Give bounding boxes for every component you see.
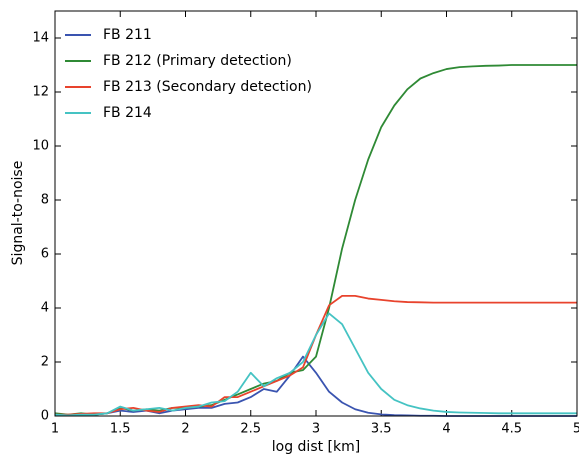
x-tick-label: 4.5 (501, 422, 522, 437)
plot-frame (54, 10, 578, 417)
x-tick-label: 1 (51, 422, 59, 437)
y-axis-label: Signal-to-noise (10, 161, 26, 266)
x-tick-label: 3 (312, 422, 320, 437)
x-tick-label: 2 (181, 422, 189, 437)
x-tick-label: 1.5 (110, 422, 131, 437)
y-tick-label: 12 (32, 85, 49, 100)
y-tick-label: 0 (41, 409, 49, 424)
x-tick-label: 2.5 (240, 422, 261, 437)
legend-label: FB 211 (103, 27, 152, 43)
legend-label: FB 214 (103, 105, 152, 121)
x-axis-label: log dist [km] (272, 439, 360, 455)
legend-label: FB 212 (Primary detection) (103, 53, 292, 69)
y-tick-label: 10 (32, 139, 49, 154)
x-tick-label: 4 (442, 422, 450, 437)
x-tick-label: 3.5 (371, 422, 392, 437)
y-tick-label: 6 (41, 247, 49, 262)
y-tick-label: 8 (41, 193, 49, 208)
legend-label: FB 213 (Secondary detection) (103, 79, 312, 95)
y-tick-label: 2 (41, 355, 49, 370)
y-tick-label: 4 (41, 301, 49, 316)
series-line (54, 312, 577, 417)
y-tick-label: 14 (32, 31, 49, 46)
x-tick-label: 5 (573, 422, 579, 437)
